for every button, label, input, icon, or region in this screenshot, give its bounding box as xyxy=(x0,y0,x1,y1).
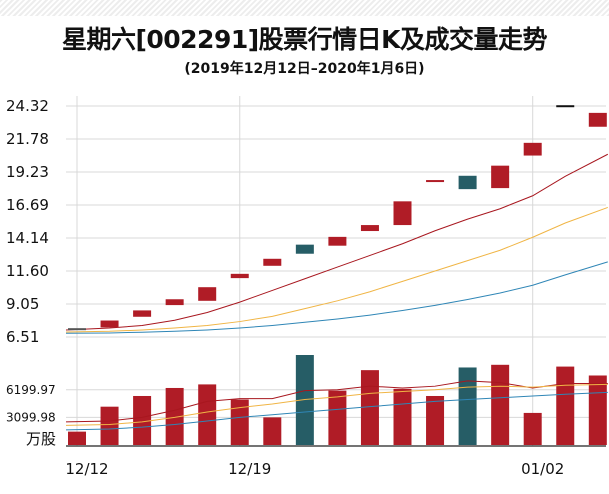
price-tick-label: 24.32 xyxy=(6,97,49,115)
volume-bar-12-16 xyxy=(133,395,152,445)
price-tick-label: 21.78 xyxy=(6,130,49,148)
candle-12-18 xyxy=(198,287,217,301)
volume-ma-line-long xyxy=(65,391,608,431)
x-tick-label: 12/12 xyxy=(65,460,108,478)
volume-ma-line-short xyxy=(65,380,608,423)
volume-bar-12-26 xyxy=(393,388,412,445)
volume-bar-12-31 xyxy=(491,364,510,445)
volume-bar-12-19 xyxy=(230,399,249,445)
volume-bar-12-12 xyxy=(68,431,86,445)
volume-bar-12-27 xyxy=(426,395,445,445)
candle-12-31 xyxy=(491,165,510,189)
candle-12-12 xyxy=(68,328,86,331)
volume-bar-12-25 xyxy=(360,370,379,445)
volume-bar-01-03 xyxy=(556,366,575,445)
candle-12-23 xyxy=(295,244,314,254)
price-tick-label: 16.69 xyxy=(6,196,49,214)
candle-12-16 xyxy=(133,310,152,317)
volume-tick-label: 6199.97 xyxy=(6,383,56,397)
price-ma-line-mid xyxy=(65,206,608,333)
price-tick-label: 11.60 xyxy=(6,262,49,280)
volume-ma-line-mid xyxy=(65,383,608,426)
volume-bar-12-18 xyxy=(198,384,217,445)
header-hatch-band xyxy=(0,0,609,16)
volume-bar-12-30 xyxy=(458,367,477,445)
candle-01-06 xyxy=(588,112,607,127)
candle-12-24 xyxy=(328,236,347,246)
price-tick-label: 9.05 xyxy=(6,295,39,313)
volume-bar-12-20 xyxy=(263,417,282,445)
price-ma-line-long xyxy=(65,261,608,334)
x-tick-label: 12/19 xyxy=(228,460,271,478)
candle-12-26 xyxy=(393,201,412,226)
price-tick-label: 6.51 xyxy=(6,328,39,346)
price-tick-label: 19.23 xyxy=(6,163,49,181)
volume-bar-12-13 xyxy=(100,406,119,445)
candle-12-27 xyxy=(426,180,445,183)
volume-unit-label: 万股 xyxy=(26,430,56,448)
volume-bar-12-24 xyxy=(328,390,347,445)
candle-12-17 xyxy=(165,299,184,306)
volume-tick-label: 3099.98 xyxy=(6,410,56,424)
volume-bar-12-17 xyxy=(165,387,184,445)
candle-01-02 xyxy=(523,142,542,156)
volume-bar-01-06 xyxy=(588,375,607,445)
candle-12-19 xyxy=(230,273,249,279)
candle-12-20 xyxy=(263,258,282,266)
price-tick-label: 14.14 xyxy=(6,229,49,247)
price-ma-line-short xyxy=(65,153,609,331)
x-tick-label: 01/02 xyxy=(521,460,564,478)
chart-title: 星期六[002291]股票行情日K及成交量走势 xyxy=(61,25,548,54)
candle-12-25 xyxy=(360,225,379,232)
candle-12-13 xyxy=(100,320,119,328)
candle-12-30 xyxy=(458,175,477,190)
volume-bar-01-02 xyxy=(523,412,542,445)
candle-01-03 xyxy=(556,105,575,108)
chart-subtitle: (2019年12月12日–2020年1月6日) xyxy=(184,61,425,77)
